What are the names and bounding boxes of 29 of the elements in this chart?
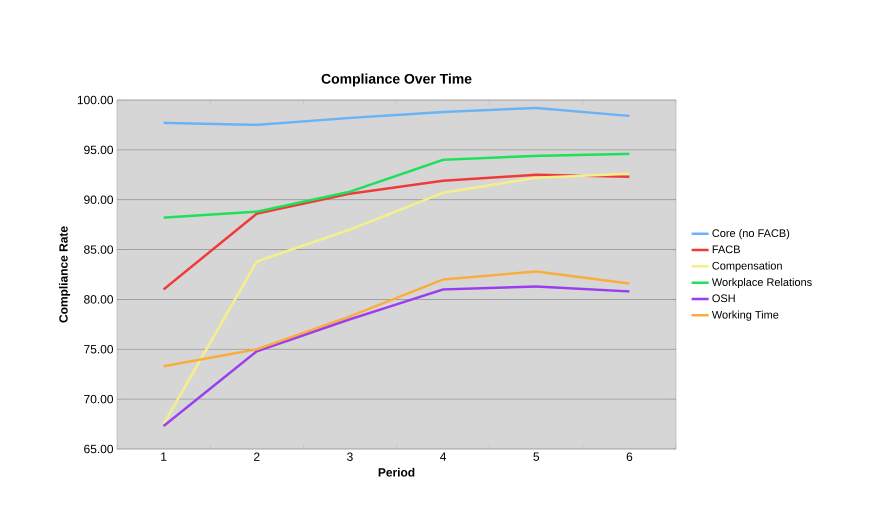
y-tick-label: 70.00 <box>84 394 114 404</box>
y-axis-title: Compliance Rate <box>58 226 70 322</box>
x-tick-label: 1 <box>161 452 166 461</box>
y-tick-label: 85.00 <box>84 245 114 254</box>
y-tick-label: 80.00 <box>84 295 114 304</box>
line-series <box>162 172 631 426</box>
y-tick-label: 75.00 <box>84 345 114 354</box>
legend-label: Compensation <box>712 262 782 272</box>
legend-label: OSH <box>712 294 735 302</box>
y-tick-label: 100.00 <box>78 96 114 104</box>
y-tick-label: 90.00 <box>84 195 114 204</box>
line-series <box>162 270 631 368</box>
legend-label: Workplace Relations <box>712 278 812 288</box>
line-series <box>162 106 631 126</box>
line-series <box>162 152 631 219</box>
line-series <box>162 174 631 291</box>
x-tick-label: 3 <box>347 452 353 461</box>
legend-label: Core (no FACB) <box>712 229 790 240</box>
line-series <box>162 285 631 428</box>
y-tick-label: 95.00 <box>84 146 114 154</box>
x-tick-label: 4 <box>440 452 446 461</box>
x-tick-label: 5 <box>533 452 540 461</box>
x-axis-title: Period <box>378 468 414 477</box>
legend-label: FACB <box>712 245 740 254</box>
y-tick-label: 65.00 <box>84 444 114 454</box>
x-tick-label: 2 <box>254 452 260 461</box>
x-tick-label: 6 <box>626 452 632 461</box>
legend-label: Working Time <box>712 310 778 321</box>
chart-title: Compliance Over Time <box>322 73 472 86</box>
